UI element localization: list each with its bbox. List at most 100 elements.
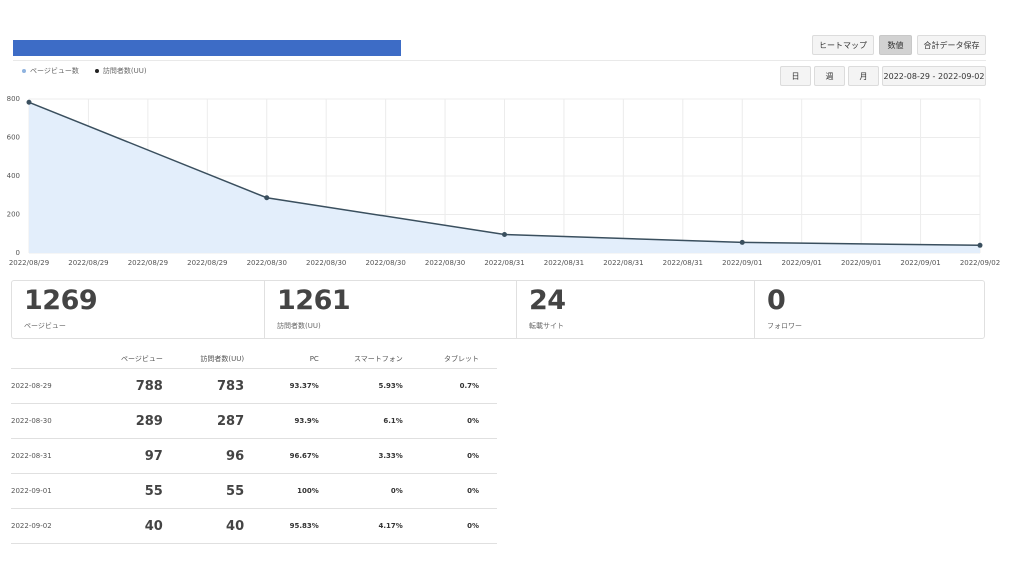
cell-smartphone: 0% [336,473,421,509]
data-point [977,242,983,248]
period-month-button[interactable]: 月 [848,66,879,86]
circle-icon [22,69,26,73]
chart-legend: ページビュー数 訪問者数(UU) [22,66,147,76]
stat-value: 24 [529,285,566,316]
legend-item-visitors[interactable]: 訪問者数(UU) [94,66,147,76]
cell-pc: 93.9% [262,403,337,439]
x-tick-label: 2022/09/01 [722,259,762,267]
visitors-line-chart: 0 200 400 600 800 2022/08/29 2022/08/29 2022/08… [7,95,1001,267]
cell-smartphone: 4.17% [336,508,421,544]
table-header-row: ページビュー 訪問者数(UU) PC スマートフォン タブレット [11,350,497,369]
legend-item-pageviews[interactable]: ページビュー数 [22,66,79,76]
stat-label: ページビュー [24,322,66,330]
cell-pc: 93.37% [262,368,337,404]
table-row: 2022-08-30 289 287 93.9% 6.1% 0% [11,403,497,439]
data-point [502,232,507,238]
data-point [739,239,745,245]
stat-value: 1269 [24,285,98,316]
cell-tablet: 0% [420,473,497,509]
column-header-pageviews: ページビュー [104,350,181,369]
stat-followers: 0 フォロワー [755,281,984,338]
heatmap-button[interactable]: ヒートマップ [812,35,874,55]
x-tick-label: 2022/08/29 [128,259,168,267]
cell-date: 2022-09-01 [11,473,105,509]
cell-date: 2022-08-31 [11,438,105,474]
y-tick-label: 0 [16,249,20,257]
cell-date: 2022-09-02 [11,508,105,544]
cell-visitors: 783 [180,368,263,404]
stat-pageviews: 1269 ページビュー [12,281,265,338]
stat-label: 転載サイト [529,322,564,330]
x-tick-label: 2022/09/01 [841,259,881,267]
table-row: 2022-09-02 40 40 95.83% 4.17% 0% [11,508,497,544]
table-row: 2022-09-01 55 55 100% 0% 0% [11,473,497,509]
cell-date: 2022-08-29 [11,368,105,404]
cell-tablet: 0% [420,438,497,474]
series-area [29,102,980,254]
column-header-smartphone: スマートフォン [336,350,421,369]
cell-pageviews: 788 [104,368,181,404]
y-tick-label: 400 [7,172,20,180]
cell-pageviews: 55 [104,473,181,509]
x-tick-label: 2022/08/31 [603,259,643,267]
y-tick-label: 200 [7,211,20,219]
cell-pc: 100% [262,473,337,509]
cell-pageviews: 97 [104,438,181,474]
cell-pageviews: 40 [104,508,181,544]
column-header-date [11,350,105,369]
column-header-pc: PC [262,350,337,369]
column-header-visitors: 訪問者数(UU) [180,350,263,369]
x-tick-label: 2022/08/30 [306,259,346,267]
data-point [264,195,270,201]
stat-label: 訪問者数(UU) [277,322,321,330]
title-bar [13,40,401,56]
x-tick-label: 2022/08/29 [187,259,227,267]
cell-smartphone: 5.93% [336,368,421,404]
numbers-button[interactable]: 数値 [879,35,912,55]
cell-pageviews: 289 [104,403,181,439]
summary-stats: 1269 ページビュー 1261 訪問者数(UU) 24 転載サイト 0 フォロ… [11,280,985,339]
stat-visitors: 1261 訪問者数(UU) [265,281,517,338]
x-tick-label: 2022/08/30 [247,259,287,267]
circle-icon [94,69,99,73]
cell-pc: 95.83% [262,508,337,544]
y-tick-label: 600 [7,134,20,142]
x-tick-label: 2022/08/31 [544,259,584,267]
table-row: 2022-08-29 788 783 93.37% 5.93% 0.7% [11,368,497,404]
legend-label-pageviews: ページビュー数 [30,67,79,75]
period-day-button[interactable]: 日 [780,66,811,86]
x-tick-label: 2022/08/30 [425,259,465,267]
x-tick-label: 2022/08/29 [9,259,49,267]
x-tick-label: 2022/09/01 [900,259,940,267]
data-point [26,99,32,105]
stat-value: 0 [767,285,786,316]
table-row: 2022-08-31 97 96 96.67% 3.33% 0% [11,438,497,474]
cell-date: 2022-08-30 [11,403,105,439]
save-total-data-button[interactable]: 合計データ保存 [917,35,986,55]
stat-label: フォロワー [767,322,802,330]
cell-smartphone: 6.1% [336,403,421,439]
cell-visitors: 96 [180,438,263,474]
y-tick-label: 800 [7,95,20,103]
x-tick-label: 2022/08/31 [663,259,703,267]
x-tick-label: 2022/08/29 [68,259,108,267]
cell-tablet: 0% [420,508,497,544]
cell-visitors: 40 [180,508,263,544]
x-tick-label: 2022/09/02 [960,259,1000,267]
x-tick-label: 2022/08/31 [484,259,524,267]
stat-reposts: 24 転載サイト [517,281,755,338]
daily-stats-table: ページビュー 訪問者数(UU) PC スマートフォン タブレット 2022-08… [11,350,497,544]
x-tick-label: 2022/08/30 [365,259,405,267]
x-tick-label: 2022/09/01 [782,259,822,267]
cell-pc: 96.67% [262,438,337,474]
divider [13,60,986,61]
cell-tablet: 0% [420,403,497,439]
cell-visitors: 287 [180,403,263,439]
stat-value: 1261 [277,285,351,316]
cell-smartphone: 3.33% [336,438,421,474]
column-header-tablet: タブレット [420,350,497,369]
date-range-picker[interactable]: 2022-08-29 - 2022-09-02 [882,66,986,86]
legend-label-visitors: 訪問者数(UU) [102,67,147,75]
period-week-button[interactable]: 週 [814,66,845,86]
cell-tablet: 0.7% [420,368,497,404]
